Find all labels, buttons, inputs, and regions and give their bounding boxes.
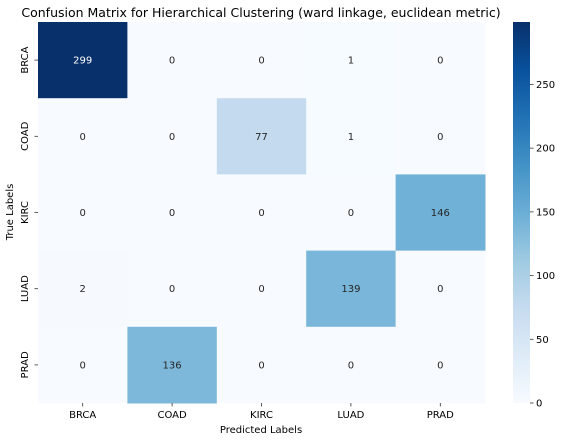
x-axis-ticks: BRCA COAD KIRC LUAD PRAD [69,403,454,421]
heatmap-cell [306,98,397,175]
cell-annotation: 0 [348,208,354,219]
heatmap-cell [395,22,486,99]
colorbar [513,22,530,403]
colorbar-tick-label: 100 [536,271,555,282]
heatmap-cell [38,250,128,328]
cell-annotation: 0 [80,132,86,143]
y-tick-label: COAD [20,121,31,151]
cell-annotation: 0 [437,284,443,295]
heatmap-cell [216,174,307,252]
heatmap-cell [395,326,486,404]
heatmap-cell [216,98,307,175]
colorbar-tick-label: 150 [536,207,555,218]
y-axis-ticks: BRCA COAD KIRC LUAD PRAD [20,46,38,378]
colorbar-tick-label: 250 [536,80,555,91]
colorbar-ticks: 0 50 100 150 200 250 [530,80,555,410]
x-axis-label: Predicted Labels [220,425,302,436]
x-tick-label: LUAD [337,410,364,421]
cell-annotation: 136 [163,360,182,371]
heatmap-cell [216,22,307,99]
cell-annotation: 0 [80,208,86,219]
heatmap-cell [127,98,218,175]
y-tick-label: PRAD [20,351,31,378]
colorbar-tick-label: 0 [536,399,542,410]
heatmap-cell [216,326,307,404]
cell-annotation: 1 [348,56,354,67]
heatmap-cell [38,326,128,404]
heatmap-cell [127,250,218,328]
heatmap-cell [216,250,307,328]
heatmap-cell [395,250,486,328]
y-tick-label: KIRC [20,201,31,224]
colorbar-tick-label: 200 [536,144,555,155]
cell-annotations: 299 0 0 1 0 0 0 77 1 0 0 0 0 0 146 2 0 0 139 0 0 136 0 0 0 [73,56,450,372]
heatmap-cells [38,22,486,404]
heatmap-cell [127,174,218,252]
x-tick-label: PRAD [427,410,454,421]
heatmap-cell [306,250,397,328]
x-tick-label: COAD [157,410,187,421]
cell-annotation: 0 [437,132,443,143]
cell-annotation: 2 [80,284,86,295]
cell-annotation: 0 [348,360,354,371]
x-tick-label: KIRC [250,410,273,421]
y-tick-label: LUAD [20,275,31,302]
heatmap-cell [306,326,397,404]
colorbar-tick-label: 50 [536,335,549,346]
heatmap-cell [38,98,128,175]
heatmap-cell [38,174,128,252]
cell-annotation: 299 [73,56,92,67]
cell-annotation: 0 [258,56,264,67]
heatmap-cell [38,22,128,99]
cell-annotation: 1 [348,132,354,143]
cell-annotation: 0 [80,360,86,371]
x-tick-label: BRCA [69,410,96,421]
cell-annotation: 0 [169,208,175,219]
cell-annotation: 0 [169,132,175,143]
cell-annotation: 139 [341,284,360,295]
y-axis-label: True Labels [5,184,16,242]
cell-annotation: 0 [169,56,175,67]
cell-annotation: 0 [437,56,443,67]
heatmap-cell [306,22,397,99]
heatmap-cell [395,98,486,175]
cell-annotation: 0 [437,360,443,371]
y-tick-label: BRCA [20,46,31,73]
cell-annotation: 0 [258,284,264,295]
heatmap-cell [127,22,218,99]
cell-annotation: 0 [258,208,264,219]
cell-annotation: 146 [431,208,450,219]
heatmap-cell [306,174,397,252]
chart-title: Confusion Matrix for Hierarchical Cluste… [21,5,500,20]
heatmap-cell [127,326,218,404]
heatmap-cell [395,174,486,252]
cell-annotation: 77 [255,132,268,143]
cell-annotation: 0 [169,284,175,295]
cell-annotation: 0 [258,360,264,371]
